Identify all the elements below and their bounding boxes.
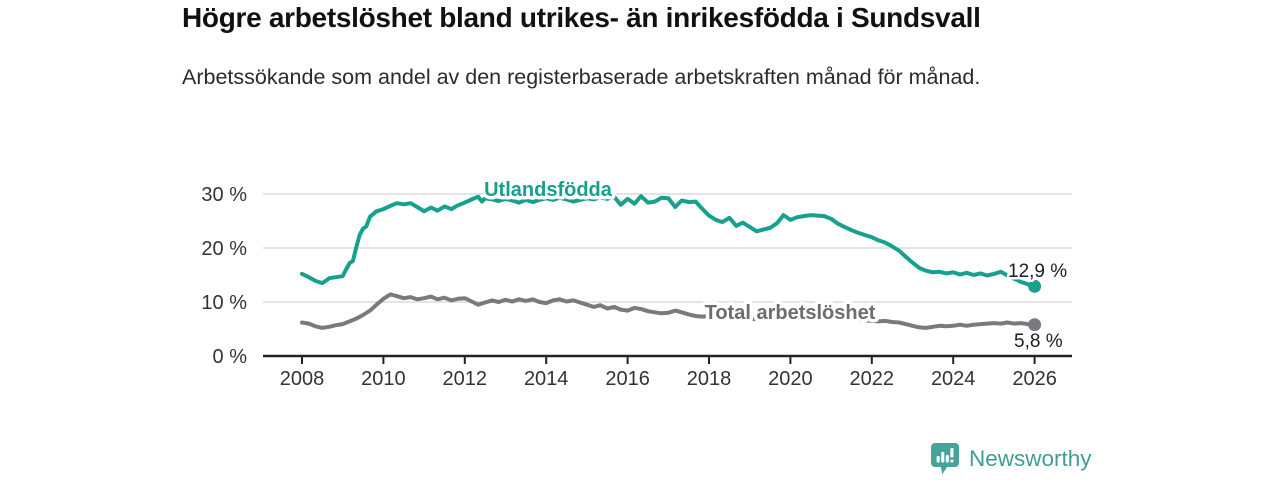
- end-value-label-total: 5,8 %: [1014, 331, 1063, 352]
- x-tick-label: 2020: [768, 368, 813, 390]
- y-tick-label: 30 %: [201, 184, 247, 206]
- x-tick-label: 2008: [280, 368, 325, 390]
- gridlines: [263, 193, 1072, 303]
- newsworthy-logo: Newsworthy: [930, 443, 1092, 475]
- y-tick-label: 10 %: [201, 292, 247, 314]
- newsworthy-logo-icon: [931, 443, 959, 475]
- axis-tick-labels: 30 % 20 % 10 % 0 % 2008 2010 2012 2014 2016 2018 2…: [201, 184, 1056, 390]
- y-tick-label: 20 %: [201, 238, 247, 260]
- series-end-dot-0: [1028, 279, 1042, 293]
- y-tick-label: 0 %: [213, 346, 248, 368]
- series-end-dot-1: [1028, 318, 1042, 332]
- series-line-1: [300, 292, 1037, 330]
- chart-subtitle: Arbetssökande som andel av den registerb…: [182, 65, 981, 89]
- x-tick-label: 2024: [931, 368, 976, 390]
- x-axis: [263, 354, 1072, 364]
- chart-title: Högre arbetslöshet bland utrikes- än inr…: [182, 2, 981, 33]
- x-tick-label: 2016: [605, 368, 650, 390]
- x-tick-label: 2012: [443, 368, 488, 390]
- end-value-label-utlandsfodda: 12,9 %: [1008, 261, 1067, 282]
- series-lines: [300, 194, 1042, 332]
- newsworthy-wordmark: Newsworthy: [969, 446, 1092, 471]
- series-line-0: [300, 194, 1037, 289]
- series-labels: Utlandsfödda Total arbetslöshet 12,9 % 5…: [481, 176, 1070, 355]
- x-tick-label: 2014: [524, 368, 569, 390]
- series-label-total-arbetsloshet: Total arbetslöshet: [705, 302, 876, 324]
- x-tick-label: 2018: [687, 368, 732, 390]
- x-tick-label: 2022: [850, 368, 895, 390]
- x-tick-label: 2010: [361, 368, 406, 390]
- series-label-utlandsfodda: Utlandsfödda: [484, 179, 613, 201]
- x-tick-label: 2026: [1012, 368, 1057, 390]
